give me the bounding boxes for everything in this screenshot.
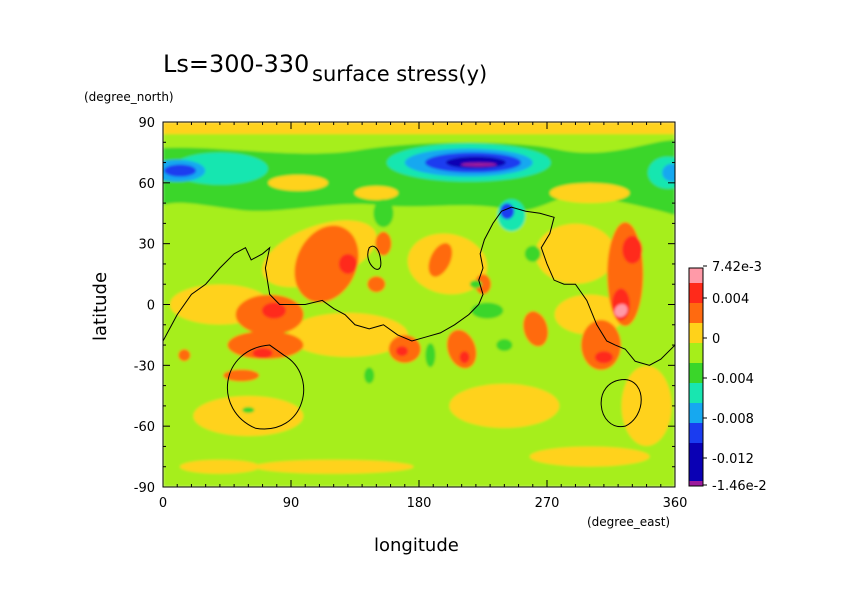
contour-patch bbox=[268, 174, 329, 191]
y-tick-label: 0 bbox=[147, 299, 155, 314]
contour-patch bbox=[460, 162, 497, 167]
colorbar-label: -0.008 bbox=[712, 412, 754, 427]
x-axis-unit: (degree_east) bbox=[587, 515, 671, 529]
contour-patch bbox=[524, 245, 541, 262]
contour-patch bbox=[622, 235, 643, 264]
colorbar-swatch bbox=[689, 423, 703, 443]
contour-patch bbox=[367, 276, 386, 293]
contour-patch bbox=[549, 182, 630, 203]
y-tick-label: 60 bbox=[138, 177, 155, 192]
contour-patch bbox=[471, 302, 504, 319]
colorbar-swatch bbox=[689, 403, 703, 423]
contour-patch bbox=[261, 302, 286, 319]
contour-patch bbox=[496, 339, 513, 352]
contour-patch bbox=[252, 348, 273, 359]
colorbar-label: 0.004 bbox=[712, 292, 749, 307]
contour-patch bbox=[459, 351, 470, 364]
contour-patch bbox=[373, 199, 394, 228]
colorbar-label: 7.42e-3 bbox=[712, 260, 762, 275]
y-axis-unit: (degree_north) bbox=[84, 90, 174, 104]
argyre-outline bbox=[600, 379, 642, 427]
contour-patch bbox=[445, 156, 506, 169]
contour-patch bbox=[621, 365, 672, 446]
y-tick-label: -60 bbox=[134, 420, 155, 435]
colorbar-swatch bbox=[689, 303, 703, 323]
colorbar-label: 0 bbox=[712, 332, 720, 347]
colorbar-frame bbox=[688, 267, 704, 487]
colorbar-swatch bbox=[689, 323, 703, 343]
contour-patch bbox=[395, 346, 408, 357]
continent-contours bbox=[163, 206, 675, 430]
contour-patch bbox=[594, 351, 613, 364]
colorbar-swatch bbox=[689, 283, 703, 303]
colorbar-label: -0.012 bbox=[712, 452, 754, 467]
contour-patch bbox=[354, 185, 399, 200]
y-tick-label: -90 bbox=[134, 481, 155, 496]
positive-maximum bbox=[614, 304, 628, 318]
y-tick-label: 90 bbox=[138, 116, 155, 131]
contour-patch bbox=[449, 383, 560, 428]
colorbar-swatch bbox=[689, 343, 703, 363]
contour-patch bbox=[223, 369, 260, 382]
hellas-outline bbox=[226, 344, 305, 430]
contour-patch bbox=[535, 223, 616, 284]
stress-field bbox=[163, 122, 675, 487]
continent-outline bbox=[163, 206, 675, 366]
colorbar-label: -1.46e-2 bbox=[712, 479, 767, 494]
contour-patch bbox=[428, 243, 453, 277]
colorbar-swatch bbox=[689, 443, 703, 481]
contour-patch bbox=[529, 446, 650, 467]
contour-patch bbox=[242, 406, 255, 413]
colorbar-swatch bbox=[689, 363, 703, 383]
y-tick-label: 30 bbox=[138, 238, 155, 253]
contour-patch bbox=[375, 231, 392, 256]
y-tick-label: -30 bbox=[134, 359, 155, 374]
contour-patch bbox=[364, 367, 375, 384]
colorbar-swatch bbox=[689, 268, 703, 283]
x-axis-label: longitude bbox=[374, 535, 459, 556]
x-tick-label: 360 bbox=[663, 496, 688, 511]
colorbar: 7.42e-3 0.004 0 -0.004 -0.008 -0.012 -1.46e-2 bbox=[688, 260, 767, 494]
x-tick-label: 270 bbox=[535, 496, 560, 511]
contour-patch bbox=[178, 349, 191, 362]
contour-patch bbox=[523, 311, 549, 347]
x-tick-label: 90 bbox=[283, 496, 300, 511]
contour-patch bbox=[287, 312, 408, 357]
elysium-outline bbox=[367, 245, 382, 270]
axes: 0 90 180 270 360 90 60 30 0 -30 -60 -90 bbox=[134, 116, 688, 511]
contour-patch bbox=[253, 459, 414, 474]
contour-patch bbox=[179, 459, 260, 474]
colorbar-swatch bbox=[689, 481, 703, 486]
contour-patch bbox=[164, 164, 197, 177]
colorbar-label: -0.004 bbox=[712, 372, 754, 387]
x-tick-label: 180 bbox=[407, 496, 432, 511]
season-label: Ls=300-330 bbox=[163, 50, 310, 78]
x-tick-label: 0 bbox=[159, 496, 167, 511]
contour-patch bbox=[662, 163, 675, 182]
chart-title: surface stress(y) bbox=[312, 62, 488, 86]
contour-patch bbox=[425, 343, 436, 368]
contour-patch bbox=[193, 396, 304, 437]
colorbar-swatch bbox=[689, 383, 703, 403]
contour-patch bbox=[338, 253, 357, 274]
contour-patch bbox=[294, 225, 359, 303]
